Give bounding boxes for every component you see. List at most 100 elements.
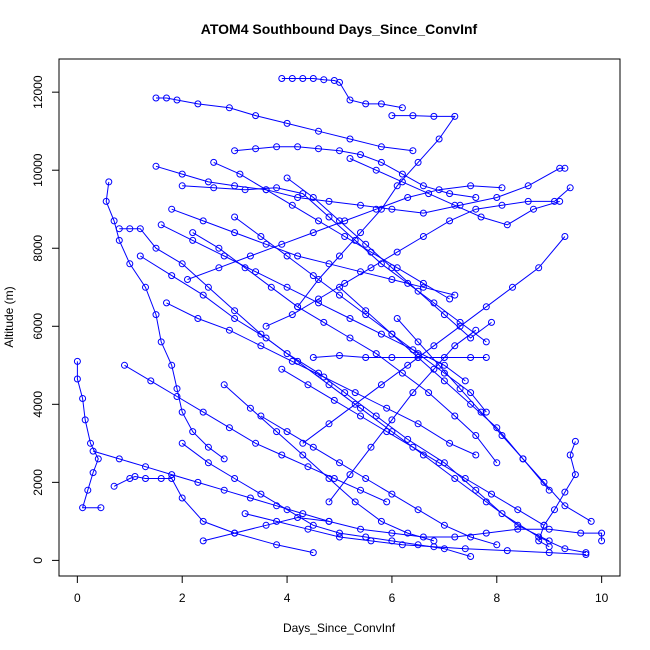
data-point (163, 299, 170, 307)
x-axis: 0 2 4 6 8 10 (74, 575, 609, 605)
data-point (110, 482, 118, 490)
data-point (168, 205, 176, 213)
data-point (393, 315, 401, 322)
data-series (283, 174, 495, 342)
data-point (524, 197, 532, 205)
data-point (157, 338, 165, 346)
data-point (498, 201, 506, 209)
data-point (168, 272, 176, 280)
data-point (451, 412, 459, 420)
x-tick-label: 8 (493, 591, 500, 605)
series-line (156, 97, 413, 152)
data-point (241, 186, 249, 194)
data-point (294, 143, 302, 151)
data-point (535, 264, 543, 272)
data-series (163, 299, 480, 459)
data-point (393, 182, 401, 190)
data-point (367, 537, 375, 545)
x-tick-label: 4 (284, 591, 291, 605)
data-point (419, 279, 427, 287)
data-point (178, 182, 186, 190)
data-point (551, 197, 558, 205)
data-point (231, 307, 239, 315)
data-point (246, 494, 254, 502)
data-point (566, 451, 574, 459)
data-point (273, 143, 281, 151)
data-point (388, 205, 396, 213)
data-point (482, 408, 490, 416)
data-series (121, 361, 391, 506)
data-point (81, 416, 89, 424)
data-point (472, 205, 480, 213)
data-point (152, 162, 160, 170)
data-point (220, 252, 228, 260)
data-point (152, 94, 160, 102)
data-point (561, 164, 569, 172)
data-point (273, 502, 281, 510)
data-point (231, 229, 239, 237)
data-point (336, 291, 343, 299)
data-series (152, 94, 417, 155)
data-point (398, 369, 406, 377)
data-point (304, 525, 312, 533)
data-point (351, 498, 359, 506)
series-line (349, 158, 560, 226)
data-series (184, 182, 506, 283)
data-point (278, 75, 286, 82)
data-series (189, 229, 501, 467)
data-point (204, 178, 212, 186)
data-point (377, 205, 385, 213)
data-point (414, 338, 422, 346)
data-point (372, 205, 380, 213)
data-point (414, 158, 422, 166)
data-point (383, 404, 391, 412)
data-point (556, 164, 564, 172)
data-point (556, 197, 564, 205)
data-point (357, 486, 364, 494)
data-point (440, 545, 448, 553)
data-point (440, 361, 448, 369)
data-point (220, 381, 228, 389)
data-point (398, 170, 406, 178)
data-point (299, 451, 307, 459)
series-line (187, 185, 503, 280)
data-point (336, 459, 343, 467)
series-line (328, 329, 477, 503)
data-point (451, 475, 459, 482)
data-point (488, 318, 495, 326)
data-point (482, 338, 490, 346)
data-point (288, 201, 296, 209)
data-series (199, 514, 606, 545)
data-point (561, 488, 569, 496)
data-point (498, 432, 506, 439)
data-point (367, 443, 375, 451)
data-point (467, 182, 475, 190)
x-tick-label: 6 (389, 591, 396, 605)
data-point (377, 517, 385, 525)
data-series (346, 155, 564, 229)
data-point (451, 201, 459, 209)
data-point (571, 437, 579, 445)
data-point (367, 264, 375, 272)
data-point (398, 104, 406, 112)
data-point (294, 303, 302, 311)
data-point (545, 537, 553, 545)
data-point (79, 504, 87, 512)
data-point (477, 213, 485, 221)
data-series (241, 510, 590, 558)
data-point (84, 486, 92, 494)
data-point (456, 385, 464, 393)
series-line (171, 208, 455, 296)
data-point (535, 537, 543, 545)
data-series (278, 365, 548, 529)
data-point (414, 541, 422, 549)
x-axis-label: Days_Since_ConvInf (283, 621, 396, 635)
data-point (545, 525, 553, 533)
data-point (210, 158, 218, 166)
series-line (538, 441, 576, 548)
data-point (262, 334, 270, 342)
data-point (231, 213, 239, 221)
data-point (336, 78, 343, 86)
data-point (315, 217, 322, 225)
data-point (142, 475, 149, 482)
